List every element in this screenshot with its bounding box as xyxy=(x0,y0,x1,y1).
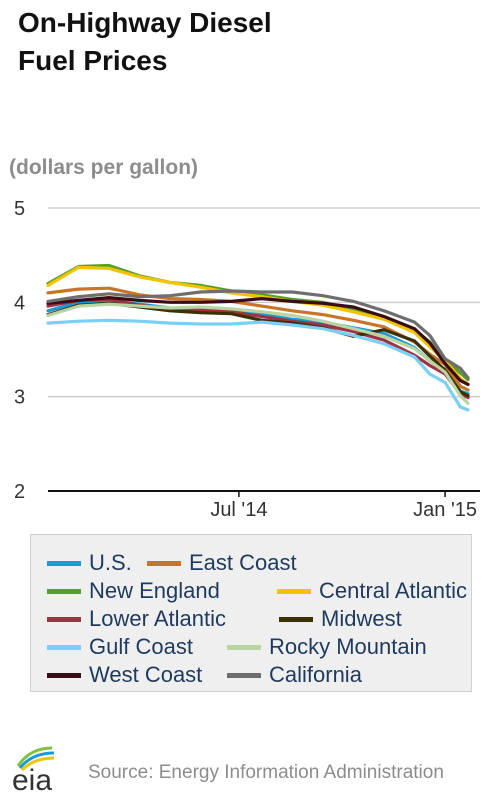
legend-item-new-england: New England xyxy=(47,577,220,605)
legend-item-lower-atlantic: Lower Atlantic xyxy=(47,605,226,633)
legend-swatch-east-coast xyxy=(147,560,181,566)
source-note: Source: Energy Information Administratio… xyxy=(88,762,444,783)
chart-legend: U.S. East Coast New England Central Atlanti… xyxy=(30,534,472,692)
legend-swatch-rocky-mountain xyxy=(227,644,261,650)
legend-swatch-midwest xyxy=(279,616,313,622)
x-tick-label-1: Jan '15 xyxy=(413,499,477,521)
legend-label-central-atlantic: Central Atlantic xyxy=(319,578,467,603)
legend-item-california: California xyxy=(227,661,362,689)
legend-item-gulf-coast: Gulf Coast xyxy=(47,633,193,661)
legend-swatch-lower-atlantic xyxy=(47,616,81,622)
legend-swatch-u-s xyxy=(47,560,81,566)
legend-label-california: California xyxy=(269,662,362,687)
legend-item-rocky-mountain: Rocky Mountain xyxy=(227,633,427,661)
series-line-california xyxy=(46,289,470,380)
legend-swatch-new-england xyxy=(47,588,81,594)
y-tick-label-3: 3 xyxy=(14,387,25,409)
series-line-rocky-mountain xyxy=(46,302,470,405)
y-tick-label-4: 4 xyxy=(14,292,25,314)
x-tick-label-0: Jul '14 xyxy=(210,499,267,521)
legend-label-midwest: Midwest xyxy=(321,606,402,631)
series-line-lower-atlantic xyxy=(46,297,470,400)
line-chart: 2 3 4 5 Jul '14 Jan '15 xyxy=(14,198,480,521)
legend-swatch-central-atlantic xyxy=(277,588,311,594)
series-line-west-coast xyxy=(46,296,470,386)
chart-title: On-Highway Diesel Fuel Prices xyxy=(18,7,272,76)
series-line-gulf-coast xyxy=(46,318,470,412)
legend-label-east-coast: East Coast xyxy=(189,550,297,575)
legend-label-u-s: U.S. xyxy=(89,550,132,575)
legend-label-gulf-coast: Gulf Coast xyxy=(89,634,193,659)
legend-swatch-west-coast xyxy=(47,672,81,678)
legend-item-west-coast: West Coast xyxy=(47,661,202,689)
y-tick-label-5: 5 xyxy=(14,198,25,220)
legend-label-rocky-mountain: Rocky Mountain xyxy=(269,634,427,659)
legend-label-lower-atlantic: Lower Atlantic xyxy=(89,606,226,631)
eia-logo-text: eia xyxy=(12,764,52,794)
eia-logo: eia xyxy=(12,746,55,794)
eia-logo-rays xyxy=(16,746,55,772)
y-axis-units-label: (dollars per gallon) xyxy=(9,156,199,179)
legend-item-central-atlantic: Central Atlantic xyxy=(277,577,467,605)
legend-label-new-england: New England xyxy=(89,578,220,603)
y-tick-label-2: 2 xyxy=(14,481,25,503)
series-line-east-coast xyxy=(46,286,470,392)
legend-swatch-gulf-coast xyxy=(47,644,81,650)
legend-item-east-coast: East Coast xyxy=(147,549,297,577)
legend-item-midwest: Midwest xyxy=(279,605,402,633)
legend-label-west-coast: West Coast xyxy=(89,662,203,687)
legend-swatch-california xyxy=(227,672,261,678)
legend-item-u-s: U.S. xyxy=(47,549,132,577)
